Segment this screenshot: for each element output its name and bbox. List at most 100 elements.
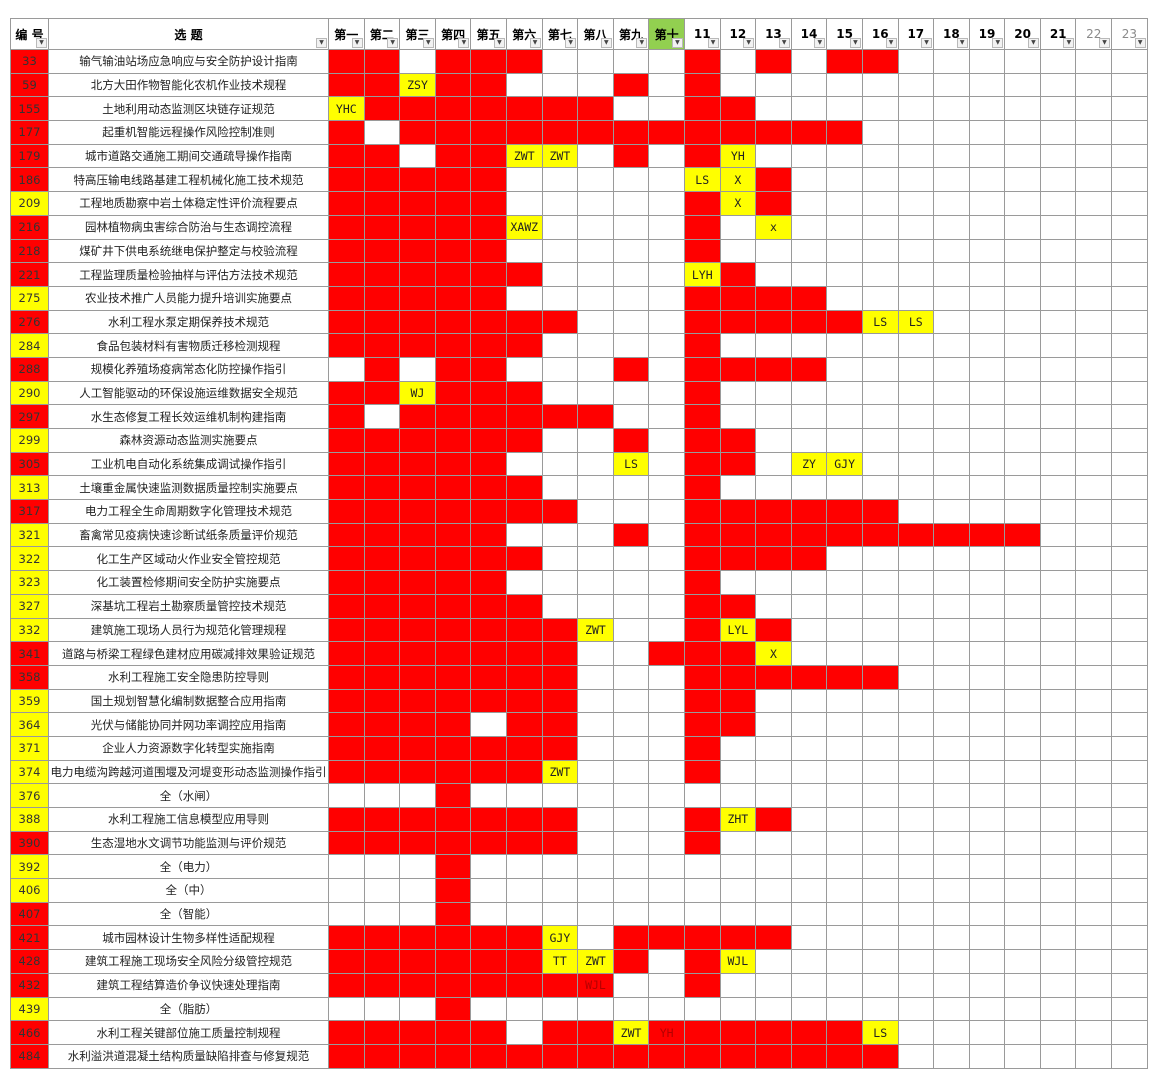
status-cell[interactable]: [541, 333, 579, 358]
row-id-cell[interactable]: 407: [10, 901, 49, 927]
status-cell[interactable]: [1075, 807, 1113, 832]
filter-dropdown-icon[interactable]: ▼: [778, 38, 790, 48]
status-cell[interactable]: [1111, 617, 1148, 643]
status-cell[interactable]: [826, 972, 863, 998]
status-cell[interactable]: [399, 120, 436, 145]
status-cell[interactable]: [541, 120, 579, 145]
status-cell[interactable]: [1111, 807, 1148, 832]
status-cell[interactable]: [505, 238, 543, 264]
row-id-cell[interactable]: 321: [10, 522, 49, 548]
status-cell[interactable]: [434, 949, 472, 974]
status-cell[interactable]: [1039, 949, 1077, 974]
status-cell[interactable]: [968, 807, 1006, 832]
status-cell[interactable]: [755, 830, 792, 856]
status-cell[interactable]: [612, 972, 650, 998]
status-cell[interactable]: [897, 807, 935, 832]
status-cell[interactable]: [719, 72, 757, 98]
status-cell[interactable]: [541, 783, 579, 808]
status-cell[interactable]: [434, 878, 472, 903]
status-cell[interactable]: [577, 72, 614, 98]
row-title-cell[interactable]: 道路与桥梁工程绿色建材应用碳减排效果验证规范: [48, 641, 329, 666]
row-title-cell[interactable]: 生态湿地水文调节功能监测与评价规范: [48, 830, 329, 856]
status-cell[interactable]: [683, 238, 721, 264]
header-col-6[interactable]: 第六 ▼: [505, 18, 543, 50]
status-cell[interactable]: [1075, 901, 1113, 927]
status-cell[interactable]: [1075, 1043, 1113, 1069]
status-cell[interactable]: [897, 759, 935, 785]
status-cell[interactable]: [719, 783, 757, 808]
status-cell[interactable]: [363, 262, 401, 287]
status-cell[interactable]: [968, 735, 1006, 761]
status-cell[interactable]: [1004, 688, 1041, 714]
status-cell[interactable]: [755, 949, 792, 974]
status-cell[interactable]: [683, 688, 721, 714]
status-cell[interactable]: [541, 309, 579, 335]
status-cell-tag[interactable]: LYL: [719, 617, 757, 643]
status-cell[interactable]: [861, 72, 899, 98]
row-title-cell[interactable]: 建筑施工现场人员行为规范化管理规程: [48, 617, 329, 643]
status-cell[interactable]: [399, 593, 436, 619]
status-cell[interactable]: [1004, 546, 1041, 572]
status-cell[interactable]: [897, 191, 935, 216]
status-cell[interactable]: [1075, 972, 1113, 998]
status-cell[interactable]: [790, 356, 828, 382]
row-id-cell[interactable]: 392: [10, 854, 49, 880]
status-cell[interactable]: [826, 499, 863, 524]
status-cell[interactable]: [363, 783, 401, 808]
status-cell[interactable]: [1004, 451, 1041, 477]
row-id-cell[interactable]: 317: [10, 499, 49, 524]
status-cell[interactable]: [933, 641, 970, 666]
status-cell[interactable]: [719, 49, 757, 74]
status-cell-tag[interactable]: WJL: [577, 972, 614, 998]
status-cell[interactable]: [1039, 96, 1077, 122]
row-title-cell[interactable]: 水利工程关键部位施工质量控制规程: [48, 1020, 329, 1045]
status-cell[interactable]: [1111, 214, 1148, 240]
status-cell[interactable]: [719, 688, 757, 714]
status-cell[interactable]: [612, 475, 650, 501]
status-cell[interactable]: [719, 522, 757, 548]
status-cell[interactable]: [363, 617, 401, 643]
row-title-cell[interactable]: 光伏与储能协同并网功率调控应用指南: [48, 712, 329, 737]
status-cell[interactable]: [719, 238, 757, 264]
status-cell[interactable]: [683, 475, 721, 501]
status-cell[interactable]: [612, 309, 650, 335]
status-cell[interactable]: [434, 546, 472, 572]
status-cell[interactable]: [861, 285, 899, 311]
status-cell[interactable]: [363, 451, 401, 477]
status-cell[interactable]: [541, 238, 579, 264]
status-cell[interactable]: [1111, 641, 1148, 666]
status-cell[interactable]: [505, 522, 543, 548]
status-cell[interactable]: [612, 167, 650, 193]
status-cell[interactable]: [434, 1020, 472, 1045]
status-cell[interactable]: [755, 546, 792, 572]
status-cell-tag[interactable]: WJL: [719, 949, 757, 974]
status-cell[interactable]: [968, 1020, 1006, 1045]
status-cell[interactable]: [897, 285, 935, 311]
status-cell[interactable]: [399, 475, 436, 501]
status-cell[interactable]: [790, 735, 828, 761]
filter-dropdown-icon[interactable]: ▼: [387, 38, 399, 48]
status-cell[interactable]: [1039, 664, 1077, 690]
row-id-cell[interactable]: 341: [10, 641, 49, 666]
status-cell[interactable]: [1004, 996, 1041, 1022]
status-cell[interactable]: [434, 380, 472, 406]
filter-dropdown-icon[interactable]: ▼: [814, 38, 826, 48]
status-cell[interactable]: [434, 333, 472, 358]
status-cell[interactable]: [612, 617, 650, 643]
status-cell[interactable]: [1111, 451, 1148, 477]
status-cell[interactable]: [933, 664, 970, 690]
row-id-cell[interactable]: 322: [10, 546, 49, 572]
status-cell[interactable]: [1111, 475, 1148, 501]
status-cell[interactable]: [861, 214, 899, 240]
status-cell[interactable]: [399, 1043, 436, 1069]
status-cell[interactable]: [577, 285, 614, 311]
status-cell[interactable]: [826, 72, 863, 98]
filter-dropdown-icon[interactable]: ▼: [316, 38, 327, 48]
status-cell[interactable]: [790, 878, 828, 903]
row-title-cell[interactable]: 城市园林设计生物多样性适配规程: [48, 925, 329, 951]
status-cell[interactable]: [328, 475, 365, 501]
status-cell[interactable]: [1111, 996, 1148, 1022]
status-cell[interactable]: [968, 925, 1006, 951]
status-cell[interactable]: [363, 641, 401, 666]
status-cell[interactable]: [968, 309, 1006, 335]
